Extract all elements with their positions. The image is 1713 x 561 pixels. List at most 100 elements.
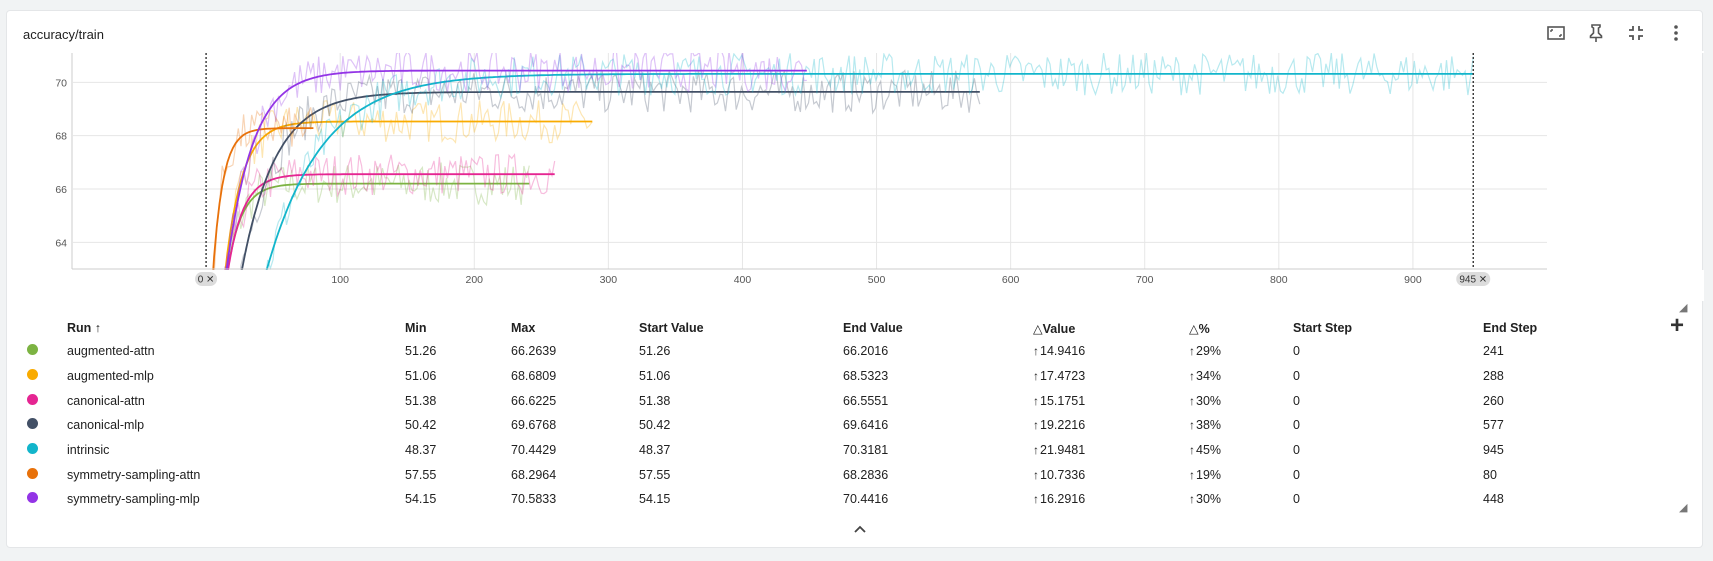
table-row[interactable]: intrinsic 48.37 70.4429 48.37 70.3181 ↑21.948… bbox=[17, 438, 1677, 463]
x-tick-label: 200 bbox=[466, 274, 484, 286]
run-color-cell bbox=[17, 438, 67, 463]
arrow-up-icon: ↑ bbox=[1189, 418, 1195, 433]
series-raw-line bbox=[221, 153, 556, 301]
end-value: 68.2836 bbox=[843, 467, 889, 482]
table-row[interactable]: canonical-attn 51.38 66.6225 51.38 66.5551 ↑1… bbox=[17, 388, 1677, 413]
end-step: 577 bbox=[1483, 418, 1504, 433]
delta-pct: ↑30% bbox=[1189, 487, 1293, 512]
series-line[interactable] bbox=[206, 120, 593, 302]
header-end-step[interactable]: End Step bbox=[1483, 321, 1538, 335]
min-value: 51.38 bbox=[405, 393, 437, 408]
plot-bottom-mask bbox=[7, 270, 1704, 301]
x-tick-label: 900 bbox=[1404, 274, 1422, 286]
start-step: 0 bbox=[1293, 369, 1300, 384]
arrow-up-icon: ↑ bbox=[1189, 492, 1195, 507]
table-row[interactable]: symmetry-sampling-attn 57.55 68.2964 57.55 6… bbox=[17, 462, 1677, 487]
header-min[interactable]: Min bbox=[405, 321, 427, 335]
collapse-icon bbox=[1629, 26, 1643, 40]
table-header-row: Run ↑ Min Max Start Value End Value △Val… bbox=[17, 317, 1677, 339]
range-end-handle-label: 945 ✕ bbox=[1459, 275, 1487, 286]
table-resize-icon[interactable]: ◢ bbox=[1679, 502, 1688, 514]
series-raw-line bbox=[222, 162, 530, 301]
y-tick-label: 68 bbox=[55, 131, 67, 143]
end-step: 241 bbox=[1483, 344, 1504, 359]
series-line[interactable] bbox=[206, 69, 807, 301]
series-line[interactable] bbox=[206, 73, 1474, 301]
collapse-button[interactable] bbox=[1626, 23, 1646, 43]
delta-value-text: 19.2216 bbox=[1040, 418, 1086, 433]
run-color-dot[interactable] bbox=[27, 492, 38, 504]
max-value: 68.6809 bbox=[511, 369, 557, 384]
y-tick-label: 64 bbox=[55, 237, 67, 249]
chart-resize-icon[interactable]: ◢ bbox=[1679, 302, 1688, 314]
more-vert-icon bbox=[1674, 25, 1678, 41]
delta-value: ↑17.4723 bbox=[1033, 364, 1189, 389]
delta-value-text: 10.7336 bbox=[1040, 467, 1086, 482]
range-start-handle-label: 0 ✕ bbox=[198, 275, 215, 286]
header-end-value[interactable]: End Value bbox=[843, 321, 903, 335]
arrow-up-icon: ↑ bbox=[1033, 393, 1039, 408]
x-tick-label: 400 bbox=[734, 274, 752, 286]
start-step: 0 bbox=[1293, 393, 1300, 408]
end-value: 70.4416 bbox=[843, 492, 889, 507]
end-value: 66.2016 bbox=[843, 344, 889, 359]
run-color-dot[interactable] bbox=[27, 443, 38, 455]
delta-value: ↑21.9481 bbox=[1033, 438, 1189, 463]
run-color-dot[interactable] bbox=[27, 418, 38, 430]
header-max[interactable]: Max bbox=[511, 321, 536, 335]
run-name: canonical-mlp bbox=[67, 418, 145, 433]
arrow-up-icon: ↑ bbox=[1189, 393, 1195, 408]
header-start-step[interactable]: Start Step bbox=[1293, 321, 1353, 335]
run-color-dot[interactable] bbox=[27, 467, 38, 479]
table-row[interactable]: symmetry-sampling-mlp 54.15 70.5833 54.15 70… bbox=[17, 487, 1677, 512]
arrow-up-icon: ↑ bbox=[1033, 467, 1039, 482]
fullscreen-button[interactable] bbox=[1546, 23, 1566, 43]
series-line[interactable] bbox=[206, 91, 980, 301]
expand-collapse-button[interactable] bbox=[851, 521, 869, 539]
header-run[interactable]: Run ↑ bbox=[67, 321, 102, 335]
more-button[interactable] bbox=[1666, 23, 1686, 43]
max-value: 70.4429 bbox=[511, 443, 557, 458]
end-value: 68.5323 bbox=[843, 369, 889, 384]
run-color-cell bbox=[17, 487, 67, 512]
range-start-handle[interactable] bbox=[195, 272, 218, 286]
header-delta-pct[interactable]: △% bbox=[1189, 321, 1210, 336]
end-step: 448 bbox=[1483, 492, 1504, 507]
run-color-dot[interactable] bbox=[27, 393, 38, 405]
series-line[interactable] bbox=[206, 182, 530, 301]
run-color-dot[interactable] bbox=[27, 369, 38, 381]
min-value: 57.55 bbox=[405, 467, 437, 482]
start-value: 48.37 bbox=[639, 443, 671, 458]
delta-pct: ↑29% bbox=[1189, 339, 1293, 364]
start-step: 0 bbox=[1293, 467, 1300, 482]
add-column-button[interactable]: + bbox=[1669, 312, 1684, 339]
end-step: 288 bbox=[1483, 369, 1504, 384]
run-color-cell bbox=[17, 462, 67, 487]
run-color-cell bbox=[17, 388, 67, 413]
start-value: 51.26 bbox=[639, 344, 671, 359]
chevron-up-icon bbox=[854, 525, 866, 533]
delta-value-text: 14.9416 bbox=[1040, 344, 1086, 359]
delta-pct-text: 29% bbox=[1196, 344, 1222, 359]
run-color-dot[interactable] bbox=[27, 344, 38, 356]
delta-pct: ↑30% bbox=[1189, 388, 1293, 413]
delta-value: ↑14.9416 bbox=[1033, 339, 1189, 364]
series-line[interactable] bbox=[206, 127, 314, 301]
delta-pct: ↑38% bbox=[1189, 413, 1293, 438]
series-raw-line bbox=[238, 69, 981, 301]
range-end-handle[interactable] bbox=[1456, 272, 1491, 286]
header-delta-value[interactable]: △Value bbox=[1033, 321, 1076, 336]
header-start-value[interactable]: Start Value bbox=[639, 321, 704, 335]
run-name: symmetry-sampling-attn bbox=[67, 467, 201, 482]
table-row[interactable]: augmented-attn 51.26 66.2639 51.26 66.2016 ↑1… bbox=[17, 339, 1677, 364]
line-chart[interactable]: 1002003004005006007008009006466687010020… bbox=[7, 51, 1704, 301]
pin-button[interactable] bbox=[1586, 23, 1606, 43]
x-tick-label: 800 bbox=[1270, 274, 1288, 286]
start-value: 57.55 bbox=[639, 467, 671, 482]
table-row[interactable]: canonical-mlp 50.42 69.6768 50.42 69.6416 ↑19… bbox=[17, 413, 1677, 438]
run-name: symmetry-sampling-mlp bbox=[67, 492, 200, 507]
table-row[interactable]: augmented-mlp 51.06 68.6809 51.06 68.5323 ↑17… bbox=[17, 364, 1677, 389]
delta-pct: ↑19% bbox=[1189, 462, 1293, 487]
max-value: 68.2964 bbox=[511, 467, 557, 482]
